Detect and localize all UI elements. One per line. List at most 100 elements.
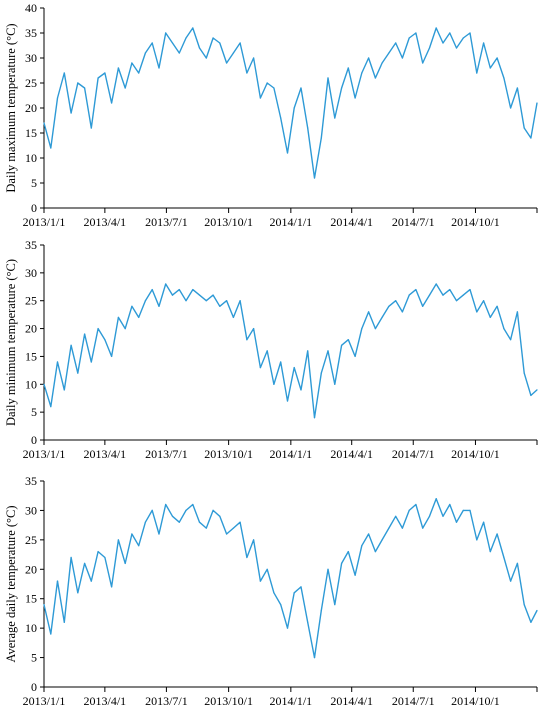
- data-point: [171, 294, 174, 296]
- data-point: [131, 533, 133, 535]
- y-tick-label: 5: [31, 405, 37, 419]
- data-point: [266, 568, 268, 570]
- x-tick-label: 2014/1/1: [270, 694, 313, 708]
- data-point: [489, 67, 491, 69]
- data-point: [354, 574, 356, 576]
- y-tick-label: 5: [31, 651, 37, 665]
- data-point: [77, 592, 79, 594]
- temperature-series-line: [43, 27, 538, 179]
- y-axis-label: Daily minimum temperature (°C): [4, 259, 18, 426]
- data-point: [462, 294, 464, 296]
- chart-panel-1: 0 5 10 15 20 25 30 35 40 2013/1/1 2013/4/1 2013/7/1…: [4, 1, 538, 229]
- data-point: [138, 72, 140, 74]
- data-point: [395, 300, 397, 302]
- y-tick-label: 10: [25, 377, 37, 391]
- data-point: [63, 72, 65, 74]
- y-tick-label: 15: [25, 592, 37, 606]
- data-point: [239, 42, 241, 44]
- data-point: [212, 509, 214, 511]
- data-point: [246, 556, 248, 559]
- x-tick-label: 2013/10/1: [204, 447, 253, 461]
- data-point: [307, 127, 309, 129]
- data-point: [185, 509, 187, 511]
- data-point: [63, 621, 65, 623]
- data-point: [273, 383, 275, 385]
- data-point: [259, 367, 261, 369]
- data-point: [286, 400, 289, 402]
- data-point: [56, 361, 59, 363]
- data-point: [523, 127, 525, 129]
- data-point: [178, 521, 180, 523]
- data-point: [327, 568, 329, 570]
- data-point: [381, 62, 383, 64]
- data-point: [280, 604, 282, 606]
- temperature-series-line: [43, 498, 538, 659]
- data-point: [266, 350, 268, 352]
- data-point: [415, 32, 417, 34]
- data-point: [138, 545, 140, 547]
- data-point: [131, 62, 133, 64]
- y-tick-label: 25: [25, 76, 37, 90]
- data-point: [503, 77, 505, 79]
- data-point: [84, 87, 86, 89]
- data-point: [273, 87, 275, 89]
- data-point: [151, 42, 153, 44]
- data-point: [171, 515, 174, 517]
- data-point: [516, 311, 519, 313]
- x-tick-label: 2014/10/1: [451, 447, 500, 461]
- data-point: [496, 533, 498, 535]
- data-point: [536, 102, 538, 104]
- data-point: [124, 87, 126, 89]
- data-point: [198, 294, 201, 296]
- data-point: [449, 32, 451, 34]
- data-point: [320, 372, 322, 374]
- x-tick-label: 2013/1/1: [23, 215, 66, 229]
- data-point: [334, 117, 336, 119]
- y-tick-label: 30: [25, 51, 37, 65]
- data-point: [320, 137, 322, 139]
- x-tick-label: 2014/10/1: [451, 215, 500, 229]
- data-point: [144, 52, 146, 54]
- data-point: [56, 97, 59, 99]
- data-point: [361, 545, 363, 547]
- y-tick-label: 0: [31, 433, 37, 447]
- data-point: [334, 604, 336, 606]
- data-point: [510, 107, 512, 109]
- data-point: [232, 316, 234, 318]
- data-point: [253, 57, 255, 59]
- data-point: [422, 527, 424, 529]
- data-point: [428, 515, 431, 517]
- data-point: [368, 311, 370, 313]
- y-tick-label: 15: [25, 126, 37, 140]
- data-point: [300, 586, 302, 588]
- data-point: [341, 344, 343, 346]
- data-point: [395, 515, 397, 517]
- data-point: [165, 503, 167, 506]
- data-point: [219, 42, 221, 44]
- data-point: [536, 389, 538, 391]
- data-point: [111, 586, 113, 588]
- data-point: [381, 316, 383, 318]
- data-point: [476, 72, 478, 74]
- data-point: [63, 389, 65, 391]
- y-tick-label: 40: [25, 1, 37, 15]
- data-point: [354, 97, 356, 99]
- data-point: [483, 42, 485, 44]
- data-point: [347, 551, 349, 553]
- data-point: [178, 52, 180, 54]
- data-point: [77, 82, 79, 84]
- x-tick-label: 2013/4/1: [84, 215, 127, 229]
- data-point: [449, 289, 451, 291]
- data-point: [442, 294, 444, 296]
- data-point: [516, 562, 519, 565]
- data-point: [56, 580, 59, 582]
- data-point: [185, 37, 187, 39]
- data-point: [293, 107, 295, 109]
- data-point: [226, 300, 228, 302]
- data-point: [165, 32, 167, 34]
- data-point: [496, 305, 498, 307]
- data-point: [361, 328, 363, 330]
- data-point: [455, 300, 458, 302]
- data-point: [192, 27, 194, 29]
